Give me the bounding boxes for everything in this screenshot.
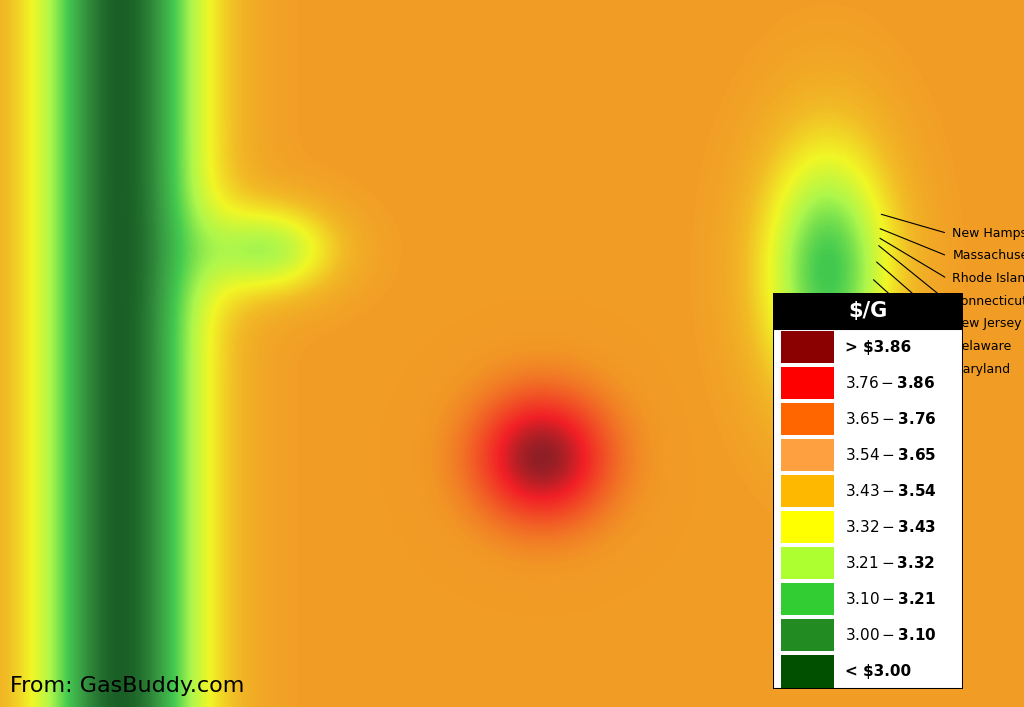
Text: Maryland: Maryland [952, 363, 1011, 375]
Text: New Jersey: New Jersey [952, 317, 1022, 330]
Text: Massachusetts: Massachusetts [952, 250, 1024, 262]
Text: > $3.86: > $3.86 [845, 339, 911, 354]
Text: < $3.00: < $3.00 [845, 664, 911, 679]
Text: New Hampshire: New Hampshire [952, 227, 1024, 240]
Text: $3.10 - $3.21: $3.10 - $3.21 [845, 591, 936, 607]
Bar [780, 367, 834, 399]
Text: $3.43 - $3.54: $3.43 - $3.54 [845, 483, 937, 499]
Text: $3.54 - $3.65: $3.54 - $3.65 [845, 447, 936, 463]
Text: Rhode Island: Rhode Island [952, 272, 1024, 285]
Bar [780, 475, 834, 508]
Text: $3.65 - $3.76: $3.65 - $3.76 [845, 411, 937, 427]
Bar [780, 403, 834, 436]
Text: Delaware: Delaware [952, 340, 1012, 353]
Bar [780, 619, 834, 651]
Text: $/G: $/G [848, 301, 888, 321]
Text: From: GasBuddy.com: From: GasBuddy.com [10, 677, 245, 696]
Text: Connecticut: Connecticut [952, 295, 1024, 308]
Bar [780, 511, 834, 544]
Bar [780, 331, 834, 363]
Text: District of
Columbia: District of Columbia [876, 387, 937, 416]
Text: $3.32 - $3.43: $3.32 - $3.43 [845, 519, 936, 535]
Bar [780, 655, 834, 687]
Bar [780, 547, 834, 580]
Text: $3.76 - $3.86: $3.76 - $3.86 [845, 375, 935, 391]
Text: $3.00 - $3.10: $3.00 - $3.10 [845, 627, 937, 643]
Text: $3.21 - $3.32: $3.21 - $3.32 [845, 555, 935, 571]
Bar [780, 439, 834, 472]
Bar [780, 583, 834, 616]
Bar [773, 293, 963, 329]
